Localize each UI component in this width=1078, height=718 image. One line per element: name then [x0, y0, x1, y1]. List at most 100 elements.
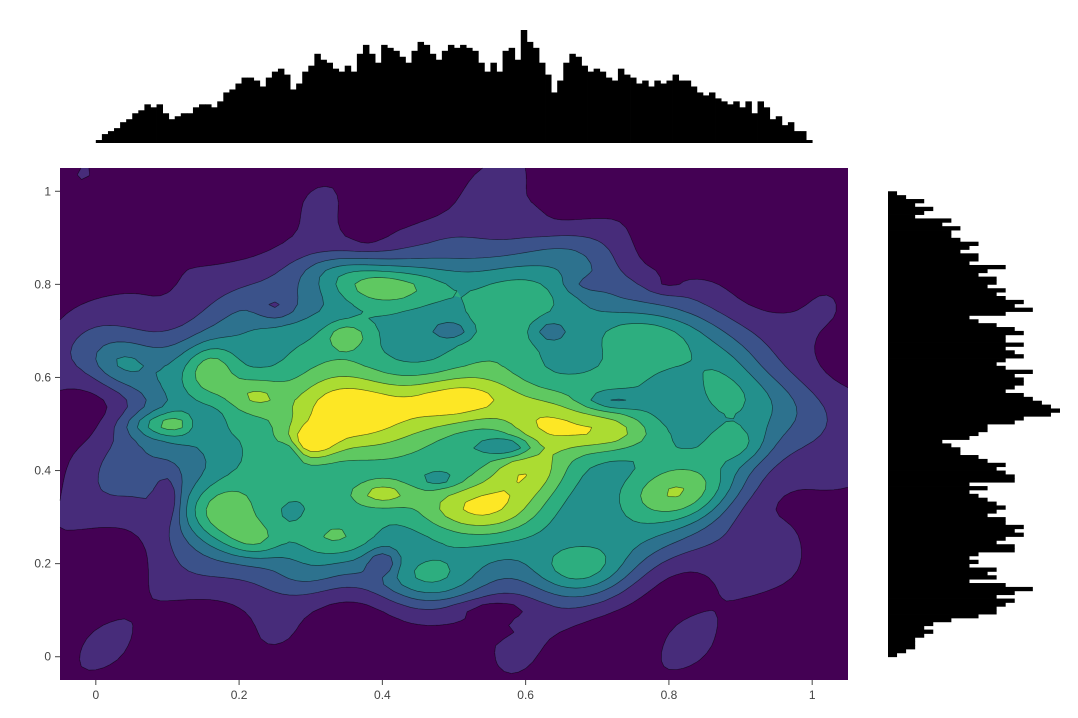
right-hist-bar — [888, 272, 979, 278]
top-hist-bar — [454, 47, 461, 144]
x-tick-label: 0 — [92, 688, 99, 702]
top-hist-bar — [460, 44, 467, 144]
right-hist-bar — [888, 284, 988, 289]
top-hist-bar — [356, 53, 364, 143]
y-tick-label: 1 — [44, 184, 51, 198]
right-hist-bar — [888, 598, 1015, 603]
right-hist-bar — [888, 389, 1006, 394]
top-hist-bar — [429, 53, 437, 143]
right-hist-bar — [888, 513, 988, 518]
right-hist-bar — [888, 369, 1033, 374]
top-marginal-histogram — [95, 30, 813, 144]
contour-line-8 — [297, 387, 593, 516]
y-tick-label: 0.6 — [34, 370, 51, 384]
top-hist-bar — [350, 71, 358, 143]
right-hist-bar — [888, 552, 979, 557]
right-hist-bar — [888, 478, 1015, 483]
top-hist-bar — [666, 80, 673, 143]
x-tick-label: 0.2 — [231, 688, 248, 702]
right-hist-bar — [888, 342, 1024, 347]
top-hist-bar — [551, 92, 558, 143]
y-axis-ticks: 0 0.2 0.4 0.6 0.8 1 — [34, 184, 60, 664]
contour-line-6 — [160, 277, 707, 545]
right-hist-bar — [888, 474, 1015, 479]
right-hist-bar — [888, 462, 1006, 468]
top-hist-bar — [575, 56, 582, 144]
x-tick-label: 1 — [809, 688, 816, 702]
top-hist-bar — [423, 44, 431, 144]
right-hist-bar — [888, 202, 916, 208]
top-hist-bar — [727, 104, 734, 143]
right-hist-bar — [888, 350, 1015, 355]
right-hist-bar — [888, 524, 1024, 530]
right-hist-bar — [888, 315, 970, 320]
right-hist-bar — [888, 303, 1015, 309]
top-hist-bar — [654, 80, 661, 143]
right-hist-bar — [888, 292, 997, 297]
y-tick-label: 0.2 — [34, 557, 51, 571]
right-hist-bar — [888, 443, 952, 448]
contour-line-4 — [116, 264, 773, 594]
right-hist-bar — [888, 280, 997, 285]
top-hist-bar — [545, 74, 552, 143]
top-hist-bar — [526, 41, 534, 143]
right-hist-bar — [888, 195, 907, 200]
right-hist-bar — [888, 652, 898, 658]
top-hist-bar — [205, 104, 212, 143]
right-hist-bar — [888, 261, 970, 266]
right-hist-bar — [888, 420, 1015, 425]
right-marginal-histogram — [888, 191, 1060, 658]
contour-line-5 — [147, 270, 750, 583]
top-hist-bar — [271, 71, 279, 143]
x-tick-label: 0.4 — [374, 688, 391, 702]
contour-layers — [59, 167, 849, 674]
right-hist-bar — [888, 482, 970, 487]
right-hist-bar — [888, 497, 988, 502]
top-hist-bar — [320, 59, 327, 143]
right-hist-bar — [888, 528, 1015, 534]
top-hist-bar — [168, 119, 176, 143]
right-hist-bar — [888, 222, 943, 227]
right-hist-bar — [888, 253, 979, 258]
top-hist-bar — [508, 47, 516, 144]
right-hist-bar — [888, 424, 988, 429]
right-hist-bar — [888, 466, 997, 471]
top-hist-bar — [277, 68, 285, 143]
right-hist-bar — [888, 334, 1006, 340]
right-hist-bar — [888, 517, 1006, 522]
right-hist-bar — [888, 245, 970, 250]
top-hist-bar — [787, 122, 795, 143]
top-hist-bar — [793, 131, 801, 143]
right-hist-bar — [888, 486, 988, 491]
right-hist-bar — [888, 373, 1015, 378]
x-tick-label: 0.8 — [661, 688, 678, 702]
contour-line-7 — [246, 376, 685, 526]
right-hist-bar — [888, 327, 1015, 332]
top-hist-bar — [405, 62, 412, 143]
right-hist-bar — [888, 218, 952, 223]
top-hist-bar — [684, 80, 692, 143]
top-hist-bar — [648, 86, 655, 143]
top-hist-bar — [120, 122, 127, 143]
top-hist-bar — [775, 116, 783, 143]
right-hist-bar — [888, 548, 1015, 553]
right-hist-bar — [888, 408, 1060, 413]
right-hist-bar — [888, 330, 1024, 336]
top-hist-bar — [751, 113, 758, 143]
top-hist-bar — [101, 134, 109, 143]
right-hist-bar — [888, 555, 970, 561]
right-hist-bar — [888, 361, 997, 367]
right-hist-bar — [888, 470, 1006, 475]
right-hist-bar — [888, 567, 997, 572]
top-hist-bar — [95, 140, 103, 143]
top-hist-bar — [721, 101, 728, 143]
top-hist-bar — [678, 80, 686, 143]
top-hist-bar — [605, 77, 613, 143]
top-hist-bar — [144, 104, 151, 143]
right-hist-bar — [888, 299, 1024, 305]
right-hist-bar — [888, 458, 988, 464]
right-hist-bar — [888, 264, 1006, 270]
top-hist-bar — [302, 71, 309, 143]
top-hist-bar — [800, 131, 807, 143]
right-hist-bar — [888, 625, 925, 630]
